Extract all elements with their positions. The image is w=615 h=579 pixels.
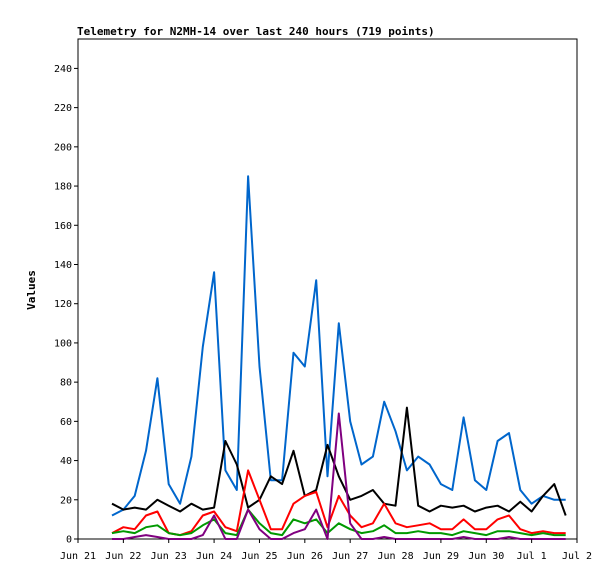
- chart-title: Telemetry for N2MH-14 over last 240 hour…: [77, 25, 435, 38]
- y-axis-label: Values: [25, 270, 38, 310]
- series-line-1: [111, 175, 566, 517]
- x-tick-label: Jul 2: [562, 551, 592, 562]
- series-group: [111, 175, 567, 540]
- y-tick-label: 160: [54, 221, 72, 232]
- x-tick-label: Jun 29: [423, 551, 459, 562]
- series-line-3: [111, 469, 566, 537]
- y-tick-label: 0: [66, 535, 72, 546]
- y-tick-label: 220: [54, 103, 72, 114]
- y-tick-label: 240: [54, 64, 72, 75]
- y-tick-label: 20: [60, 495, 72, 506]
- x-tick-label: Jul 1: [517, 551, 547, 562]
- x-tick-label: Jun 23: [151, 551, 187, 562]
- series-line-4: [111, 508, 566, 537]
- x-tick-label: Jun 24: [196, 551, 232, 562]
- x-tick-label: Jun 25: [241, 551, 277, 562]
- x-tick-label: Jun 26: [287, 551, 323, 562]
- y-axis: 0 20 40 60 80 100 120 140 160 180 200 220 240: [54, 64, 78, 546]
- y-tick-label: 180: [54, 182, 72, 193]
- y-tick-label: 40: [60, 456, 72, 467]
- series-line-5: [112, 412, 566, 540]
- x-tick-label: Jun 22: [105, 551, 141, 562]
- series-line-2: [111, 406, 567, 516]
- x-tick-label: Jun 30: [468, 551, 504, 562]
- x-tick-label: Jun 27: [332, 551, 368, 562]
- y-tick-label: 100: [54, 338, 72, 349]
- y-tick-label: 200: [54, 142, 72, 153]
- x-tick-label: Jun 21: [60, 551, 96, 562]
- y-tick-label: 140: [54, 260, 72, 271]
- y-tick-label: 120: [54, 299, 72, 310]
- x-tick-label: Jun 28: [377, 551, 413, 562]
- y-tick-label: 80: [60, 378, 72, 389]
- x-axis: Jun 21 Jun 22 Jun 23 Jun 24 Jun 25 Jun 26 Jun …: [60, 539, 592, 562]
- y-tick-label: 60: [60, 417, 72, 428]
